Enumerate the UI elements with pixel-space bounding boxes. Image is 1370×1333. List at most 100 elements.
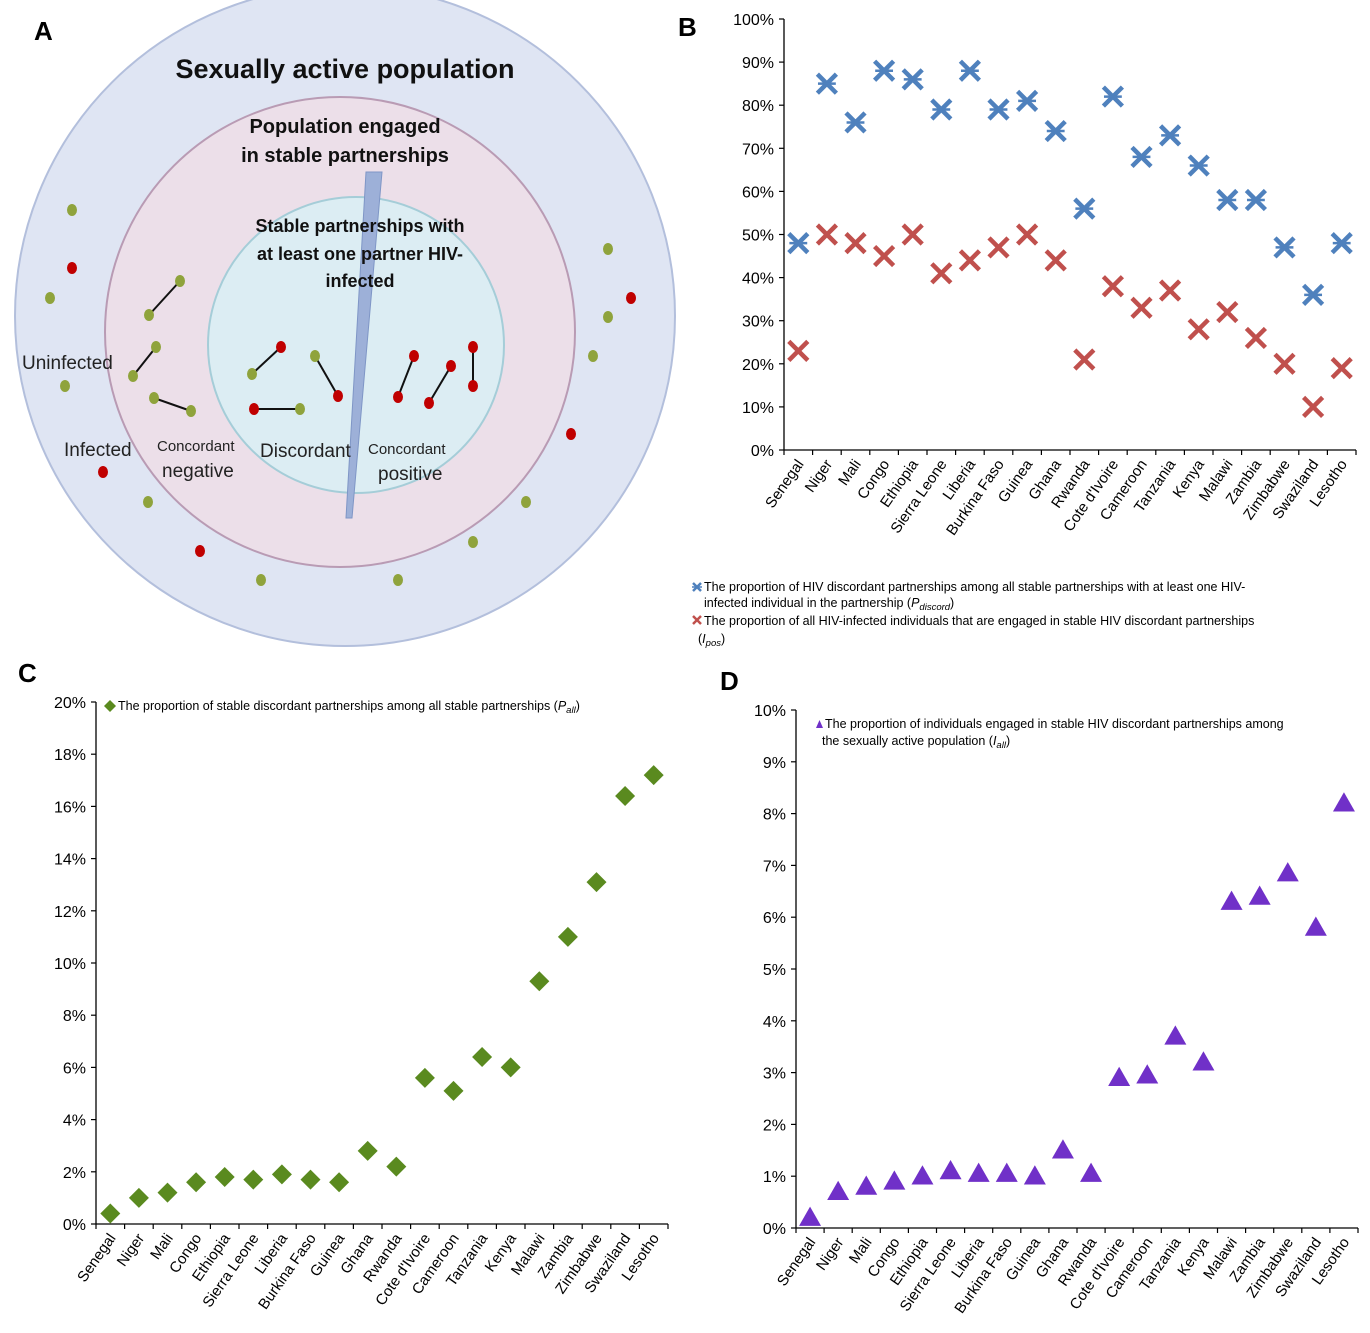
y-tick-label: 2% [63, 1165, 86, 1182]
panel-d-marks [799, 792, 1355, 1226]
y-tick-label: 10% [54, 956, 86, 973]
panel-b-letter: B [678, 12, 697, 42]
data-point-p-all [586, 872, 607, 893]
negative-partner-dot [149, 392, 159, 404]
panel-b-legend: The proportion of HIV discordant partner… [692, 580, 1254, 649]
legend-d-text-2: the sexually active population (Iall) [822, 734, 1010, 751]
positive-partner-dot [446, 360, 456, 372]
panel-a-diagram: A Sexually active population Population … [14, 0, 676, 647]
data-point-p-discord [987, 98, 1010, 121]
uninfected-dot [521, 496, 531, 508]
data-point-i-pos [958, 249, 982, 272]
data-point-i-all [967, 1162, 990, 1182]
legend-red-text: The proportion of all HIV-infected indiv… [704, 614, 1254, 628]
link-discordant-3 [314, 355, 339, 397]
x-category-label: Senegal [74, 1231, 120, 1286]
uninfected-dot [256, 574, 266, 586]
uninfected-dot [393, 574, 403, 586]
y-tick-label: 10% [754, 703, 786, 720]
concordant-positive-label-2: positive [378, 464, 442, 485]
legend-d-close: ) [1006, 734, 1010, 748]
data-point-p-all [214, 1167, 235, 1188]
data-point-p-discord [1015, 89, 1039, 112]
positive-partner-dot [409, 350, 419, 362]
population-dots [45, 204, 636, 586]
y-tick-label: 60% [742, 184, 774, 201]
data-point-p-discord [815, 72, 839, 95]
y-tick-label: 8% [63, 1008, 86, 1025]
panel-d-chart: D 0%1%2%3%4%5%6%7%8%9%10%SenegalNigerMal… [720, 666, 1359, 1317]
uninfected-dot [60, 380, 70, 392]
legend-red-symbol: I [702, 632, 706, 646]
data-point-p-discord [1158, 124, 1182, 147]
data-point-p-all [300, 1169, 321, 1190]
legend-c-text: The proportion of stable discordant part… [118, 699, 580, 716]
data-point-i-pos [1330, 357, 1353, 380]
data-point-i-all [1332, 792, 1355, 812]
legend-diamond-marker [104, 700, 116, 712]
data-point-i-pos [815, 223, 839, 246]
data-point-i-all [1304, 916, 1327, 936]
data-point-i-pos [1073, 348, 1096, 371]
inner-label-line3: infected [325, 271, 394, 291]
y-tick-label: 16% [54, 799, 86, 816]
link-positive-2 [428, 365, 452, 404]
uninfected-dot [603, 243, 613, 255]
data-point-i-all [855, 1175, 878, 1195]
discordant-negative-dot [247, 368, 257, 380]
legend-blue-text: The proportion of HIV discordant partner… [704, 580, 1245, 594]
data-point-p-discord [1130, 145, 1153, 169]
middle-label-line2: in stable partnerships [241, 145, 449, 167]
x-category-label: Niger [114, 1231, 148, 1270]
panel-d-letter: D [720, 666, 739, 696]
data-point-i-all [1192, 1051, 1215, 1071]
data-point-p-all [271, 1164, 292, 1185]
legend-red-close: ) [721, 632, 725, 646]
data-point-p-discord [1073, 197, 1096, 220]
y-tick-label: 0% [751, 443, 774, 460]
data-point-p-discord [1273, 236, 1296, 259]
legend-red-open: ( [698, 632, 703, 646]
uninfected-dot [468, 536, 478, 548]
uninfected-dot [588, 350, 598, 362]
infected-dot [566, 428, 576, 440]
legend-triangle-marker [816, 720, 823, 728]
y-tick-label: 20% [54, 695, 86, 712]
y-tick-label: 8% [763, 807, 786, 824]
data-point-p-discord [844, 111, 867, 134]
data-point-i-all [1248, 885, 1271, 905]
x-category-label: Senegal [774, 1235, 820, 1290]
legend-red-subscript: pos [705, 638, 722, 649]
y-tick-label: 80% [742, 98, 774, 115]
legend-blue-line2: infected individual in the partnership ( [704, 596, 912, 610]
link-positive-1 [397, 355, 415, 398]
link-discordant-1 [251, 346, 282, 375]
legend-red-text-2: (Ipos) [698, 632, 725, 649]
data-point-p-all [386, 1156, 407, 1177]
data-point-i-all [939, 1160, 962, 1180]
data-point-i-pos [930, 262, 953, 285]
concordant-negative-label-1: Concordant [157, 438, 235, 455]
data-point-p-discord [901, 68, 924, 91]
legend-c-close: ) [576, 699, 580, 713]
concordant-negative-label-2: negative [162, 461, 234, 482]
infected-dot [98, 466, 108, 478]
y-tick-label: 3% [763, 1066, 786, 1083]
x-category-label: Niger [802, 457, 836, 496]
data-point-i-pos [1244, 326, 1268, 350]
panel-c-legend: The proportion of stable discordant part… [104, 699, 580, 716]
discordant-positive-dot [249, 403, 259, 415]
negative-partner-dot [144, 309, 154, 321]
legend-red-marker [692, 615, 702, 625]
data-point-i-pos [1273, 352, 1296, 375]
y-tick-label: 18% [54, 747, 86, 764]
y-tick-label: 10% [742, 400, 774, 417]
data-point-i-pos [844, 232, 867, 255]
data-point-p-all [357, 1140, 378, 1161]
data-point-p-all [557, 926, 578, 947]
y-tick-label: 90% [742, 55, 774, 72]
partnership-links [132, 280, 474, 412]
positive-partner-dot [468, 341, 478, 353]
legend-blue-symbol: P [911, 596, 920, 610]
